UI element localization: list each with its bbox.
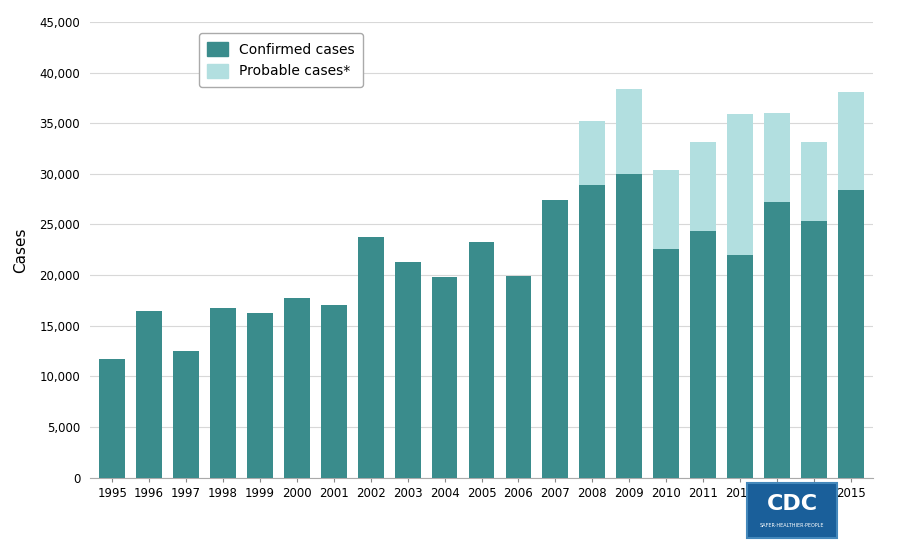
Bar <box>358 237 383 478</box>
FancyBboxPatch shape <box>747 483 837 538</box>
Bar <box>173 351 199 478</box>
Bar <box>764 113 790 202</box>
Bar <box>764 202 790 478</box>
Bar <box>210 307 236 478</box>
Bar <box>136 311 162 478</box>
Legend: Confirmed cases, Probable cases*: Confirmed cases, Probable cases* <box>199 33 363 87</box>
Bar <box>284 298 310 478</box>
Text: CDC: CDC <box>767 494 817 514</box>
Bar <box>99 359 125 478</box>
Y-axis label: Cases: Cases <box>14 227 29 272</box>
Bar <box>320 305 346 478</box>
Bar <box>395 262 420 478</box>
Bar <box>801 142 827 221</box>
Bar <box>506 276 531 478</box>
Bar <box>432 277 457 478</box>
Bar <box>838 189 864 478</box>
Bar <box>580 185 605 478</box>
Bar <box>653 170 680 249</box>
Bar <box>690 142 716 231</box>
Bar <box>838 92 864 189</box>
Bar <box>727 114 753 255</box>
Bar <box>690 231 716 478</box>
Bar <box>247 313 273 478</box>
Bar <box>801 221 827 478</box>
Bar <box>727 255 753 478</box>
Bar <box>616 174 643 478</box>
Text: SAFER·HEALTHIER·PEOPLE: SAFER·HEALTHIER·PEOPLE <box>760 523 824 529</box>
Bar <box>469 242 494 478</box>
Bar <box>653 249 680 478</box>
Bar <box>543 200 568 478</box>
Bar <box>580 121 605 185</box>
Bar <box>616 89 643 174</box>
